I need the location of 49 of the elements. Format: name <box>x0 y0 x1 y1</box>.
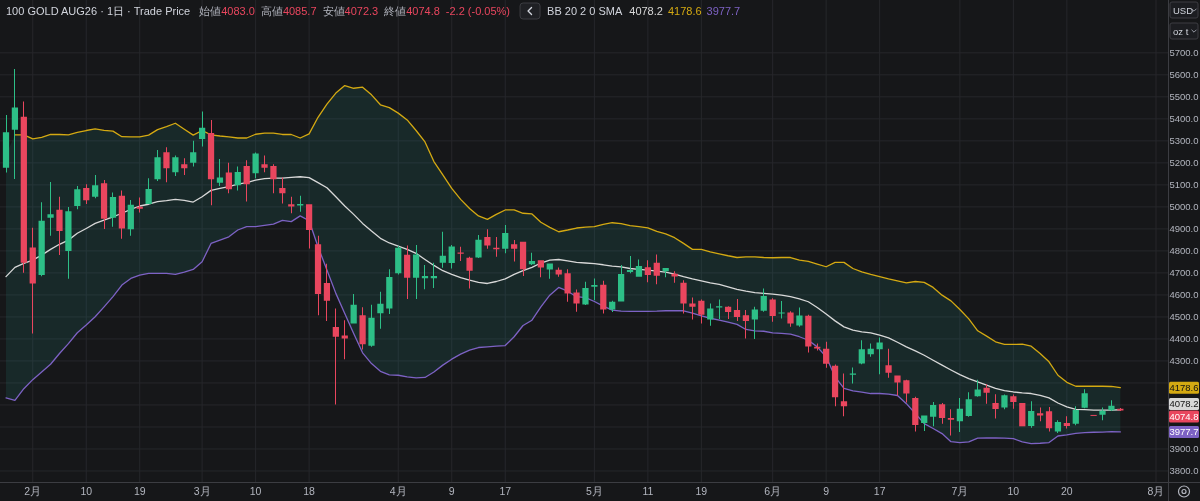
y-tick-label: 4700.0 <box>1169 267 1199 279</box>
x-tick-label: 7月 <box>951 485 969 497</box>
text: oz t <box>1173 25 1189 37</box>
annotation: -2.2 (-0.05%) <box>445 5 511 17</box>
x-tick-label: 3月 <box>193 485 211 497</box>
y-tick-label: 5500.0 <box>1169 91 1199 103</box>
x-tick-label: 10 <box>1007 485 1020 497</box>
x-tick-label: 9 <box>448 485 455 497</box>
y-tick-label: 5400.0 <box>1169 113 1199 125</box>
price-tag: 4074.8 <box>1169 410 1199 423</box>
y-tick-label: 4500.0 <box>1169 311 1199 323</box>
y-tick-label: 3900.0 <box>1169 443 1199 455</box>
x-tick-label: 18 <box>303 485 316 497</box>
annotation: BB 20 2 0 SMA <box>547 5 623 17</box>
x-tick-label: 17 <box>499 485 512 497</box>
y-tick-label: 5100.0 <box>1169 179 1199 191</box>
annotation: 4178.6 <box>667 5 702 17</box>
y-tick-label: 5700.0 <box>1169 47 1199 59</box>
y-tick-label: 5600.0 <box>1169 69 1199 81</box>
x-tick-label: 20 <box>1061 485 1073 497</box>
x-tick-label: 10 <box>80 485 93 497</box>
text: USD <box>1173 4 1194 16</box>
x-tick-label: 5月 <box>585 485 603 497</box>
annotation: 3977.7 <box>706 5 741 17</box>
annotation: 高値4085.7 <box>260 5 317 17</box>
y-tick-label: 5200.0 <box>1169 157 1199 169</box>
x-tick-label: 17 <box>873 485 886 497</box>
x-tick-label: 2月 <box>24 485 42 497</box>
annotation: 始値4083.0 <box>199 5 255 17</box>
annotation: 終値4074.8 <box>383 5 440 17</box>
x-tick-label: 19 <box>133 485 146 497</box>
y-tick-label: 3800.0 <box>1169 465 1199 477</box>
x-tick-label: 10 <box>249 485 262 497</box>
y-tick-label: 5300.0 <box>1169 135 1199 147</box>
y-tick-label: 4900.0 <box>1169 223 1199 235</box>
x-tick-label: 9 <box>823 485 830 497</box>
text: 100 GOLD AUG26 · 1日 · Trade Price <box>6 5 191 17</box>
x-tick-label: 4月 <box>389 485 407 497</box>
y-tick-label: 4800.0 <box>1169 245 1199 257</box>
x-tick-label: 19 <box>695 485 708 497</box>
annotation: 4078.2 <box>629 5 663 17</box>
x-tick-label: 6月 <box>764 485 782 497</box>
x-tick-label: 8月 <box>1147 485 1165 497</box>
y-tick-label: 4400.0 <box>1169 333 1199 345</box>
y-tick-label: 5000.0 <box>1169 201 1199 213</box>
y-tick-label: 4300.0 <box>1169 355 1199 367</box>
x-tick-label: 11 <box>642 485 654 497</box>
annotation: 安値4072.3 <box>322 5 379 17</box>
y-tick-label: 4600.0 <box>1169 289 1199 301</box>
